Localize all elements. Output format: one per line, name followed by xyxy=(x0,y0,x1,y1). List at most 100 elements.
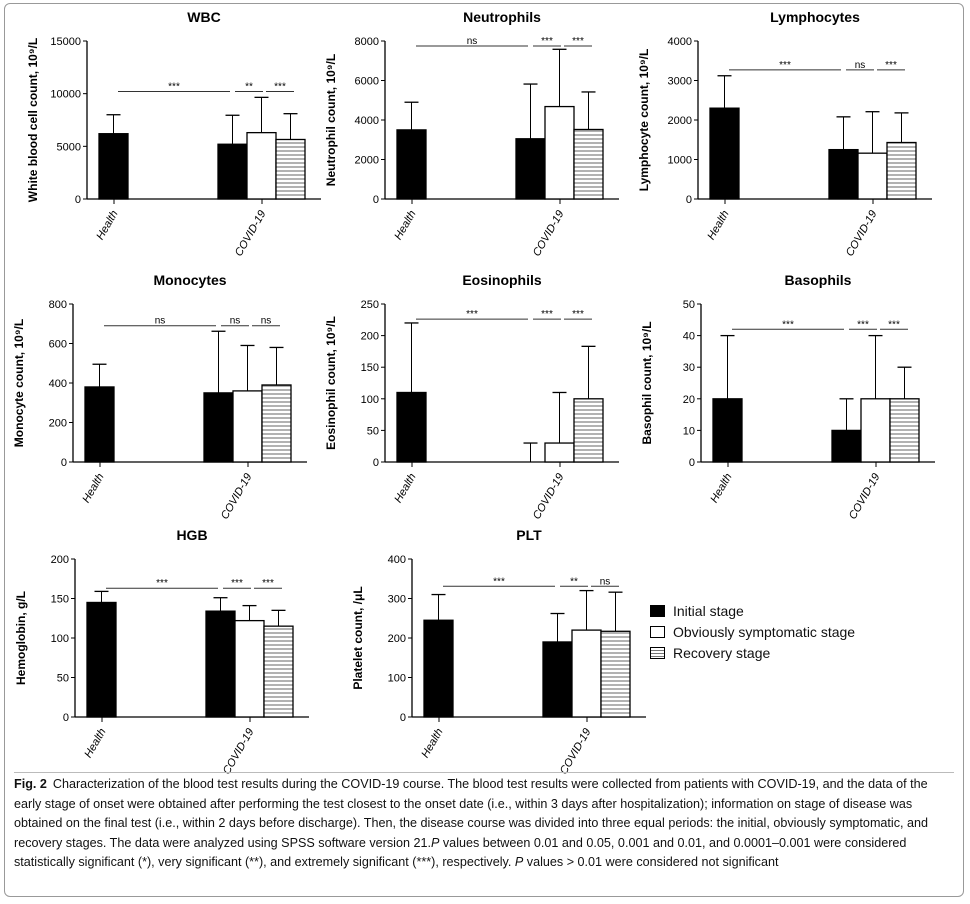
y-tick-label: 150 xyxy=(361,362,379,374)
legend-label: Recovery stage xyxy=(673,644,771,661)
bar xyxy=(573,128,604,200)
bar xyxy=(600,630,631,718)
significance-label: ** xyxy=(245,82,253,93)
significance-label: *** xyxy=(888,319,900,330)
caption-label: Fig. 2 xyxy=(14,777,47,791)
caption-text: Characterization of the blood test resul… xyxy=(14,777,929,850)
significance-label: *** xyxy=(541,309,553,320)
x-tick-label: COVID-19 xyxy=(847,472,883,522)
y-tick-label: 0 xyxy=(686,194,692,206)
y-tick-label: 400 xyxy=(49,378,67,390)
legend-item-recovery: Recovery stage xyxy=(650,642,855,663)
y-tick-label: 50 xyxy=(57,673,69,685)
x-tick-label: Health xyxy=(94,209,120,243)
chart-title: Eosinophils xyxy=(462,272,542,288)
significance-label: *** xyxy=(541,36,553,47)
legend-swatch-striped xyxy=(650,646,665,659)
figure-caption: Fig. 2 Characterization of the blood test… xyxy=(14,772,954,873)
bar xyxy=(263,625,294,718)
y-tick-label: 4000 xyxy=(355,115,379,127)
bar xyxy=(544,105,575,200)
bar xyxy=(234,619,265,718)
y-tick-label: 200 xyxy=(51,554,69,566)
x-tick-label: COVID-19 xyxy=(844,209,880,259)
y-axis-label: Lymphocyte count, 10⁹/L xyxy=(637,49,651,192)
significance-label: *** xyxy=(274,82,286,93)
y-tick-label: 15000 xyxy=(50,36,81,48)
y-tick-label: 5000 xyxy=(57,141,81,153)
x-tick-label: Health xyxy=(705,209,731,243)
y-tick-label: 0 xyxy=(373,194,379,206)
caption-italic-p: P xyxy=(514,855,524,870)
legend: Initial stage Obviously symptomatic stag… xyxy=(650,600,855,663)
legend-label: Obviously symptomatic stage xyxy=(673,623,856,640)
y-tick-label: 4000 xyxy=(668,36,692,48)
significance-label: *** xyxy=(779,60,791,71)
bar xyxy=(232,390,263,463)
bar-chart-plt: PLT Platelet count, /μL 0 100 200 300 400 Healt… xyxy=(351,527,646,776)
significance-label: *** xyxy=(466,309,478,320)
y-tick-label: 200 xyxy=(361,331,379,343)
x-tick-label: Health xyxy=(392,472,418,506)
y-axis-label: Neutrophil count, 10⁹/L xyxy=(324,54,338,186)
bar xyxy=(886,141,917,200)
y-tick-label: 0 xyxy=(373,457,379,469)
y-axis-label: Eosinophil count, 10⁹/L xyxy=(324,316,338,450)
chart-title: Neutrophils xyxy=(463,9,541,25)
bar-chart-lymphocytes: Lymphocytes Lymphocyte count, 10⁹/L 0 1000 2… xyxy=(637,9,932,259)
bar xyxy=(205,610,236,718)
y-tick-label: 50 xyxy=(367,425,379,437)
significance-label: ns xyxy=(600,576,611,587)
y-tick-label: 200 xyxy=(49,418,67,430)
bar xyxy=(544,442,575,463)
y-axis-label: Hemoglobin, g/L xyxy=(14,591,28,685)
y-tick-label: 50 xyxy=(683,299,695,311)
chart-title: HGB xyxy=(176,527,207,543)
y-tick-label: 40 xyxy=(683,331,695,343)
bar xyxy=(261,384,292,463)
bar-chart-monocytes: Monocytes Monocyte count, 10⁹/L 0 200 400 600… xyxy=(12,272,307,521)
x-tick-label: COVID-19 xyxy=(233,209,269,259)
significance-label: *** xyxy=(572,309,584,320)
bar xyxy=(709,107,740,200)
x-tick-label: COVID-19 xyxy=(221,727,257,777)
x-tick-label: COVID-19 xyxy=(531,209,567,259)
bar xyxy=(571,629,602,718)
bar xyxy=(860,398,891,463)
bar-chart-wbc: WBC White blood cell count, 10⁹/L 0 5000 100… xyxy=(26,9,321,259)
significance-label: *** xyxy=(262,578,274,589)
significance-label: *** xyxy=(168,82,180,93)
significance-label: *** xyxy=(572,36,584,47)
bar xyxy=(831,429,862,463)
x-tick-label: COVID-19 xyxy=(531,472,567,522)
y-tick-label: 0 xyxy=(400,712,406,724)
bar-chart-hgb: HGB Hemoglobin, g/L 0 50 100 150 200 Health COVI… xyxy=(14,527,309,777)
y-tick-label: 8000 xyxy=(355,36,379,48)
y-axis-label: Basophil count, 10⁹/L xyxy=(640,321,654,444)
caption-text: values > 0.01 were considered not signif… xyxy=(523,855,779,870)
legend-label: Initial stage xyxy=(673,602,744,619)
significance-label: *** xyxy=(231,578,243,589)
bar-chart-basophils: Basophils Basophil count, 10⁹/L 0 10 20 30 40 5… xyxy=(640,272,935,522)
y-tick-label: 0 xyxy=(689,457,695,469)
significance-label: ns xyxy=(261,316,272,327)
significance-label: *** xyxy=(782,319,794,330)
x-tick-label: Health xyxy=(82,727,108,761)
significance-label: *** xyxy=(885,60,897,71)
significance-label: *** xyxy=(493,576,505,587)
y-tick-label: 100 xyxy=(51,633,69,645)
legend-item-symptomatic: Obviously symptomatic stage xyxy=(650,621,855,642)
bar xyxy=(423,619,454,718)
y-tick-label: 100 xyxy=(388,673,406,685)
chart-title: Lymphocytes xyxy=(770,9,860,25)
significance-label: *** xyxy=(156,578,168,589)
y-tick-label: 3000 xyxy=(668,76,692,88)
legend-swatch-black xyxy=(650,604,665,617)
y-axis-label: White blood cell count, 10⁹/L xyxy=(26,38,40,202)
bar xyxy=(828,148,859,200)
bar xyxy=(857,152,888,200)
significance-label: ns xyxy=(155,316,166,327)
bar xyxy=(246,131,277,200)
significance-label: *** xyxy=(857,319,869,330)
significance-label: ns xyxy=(467,36,478,47)
